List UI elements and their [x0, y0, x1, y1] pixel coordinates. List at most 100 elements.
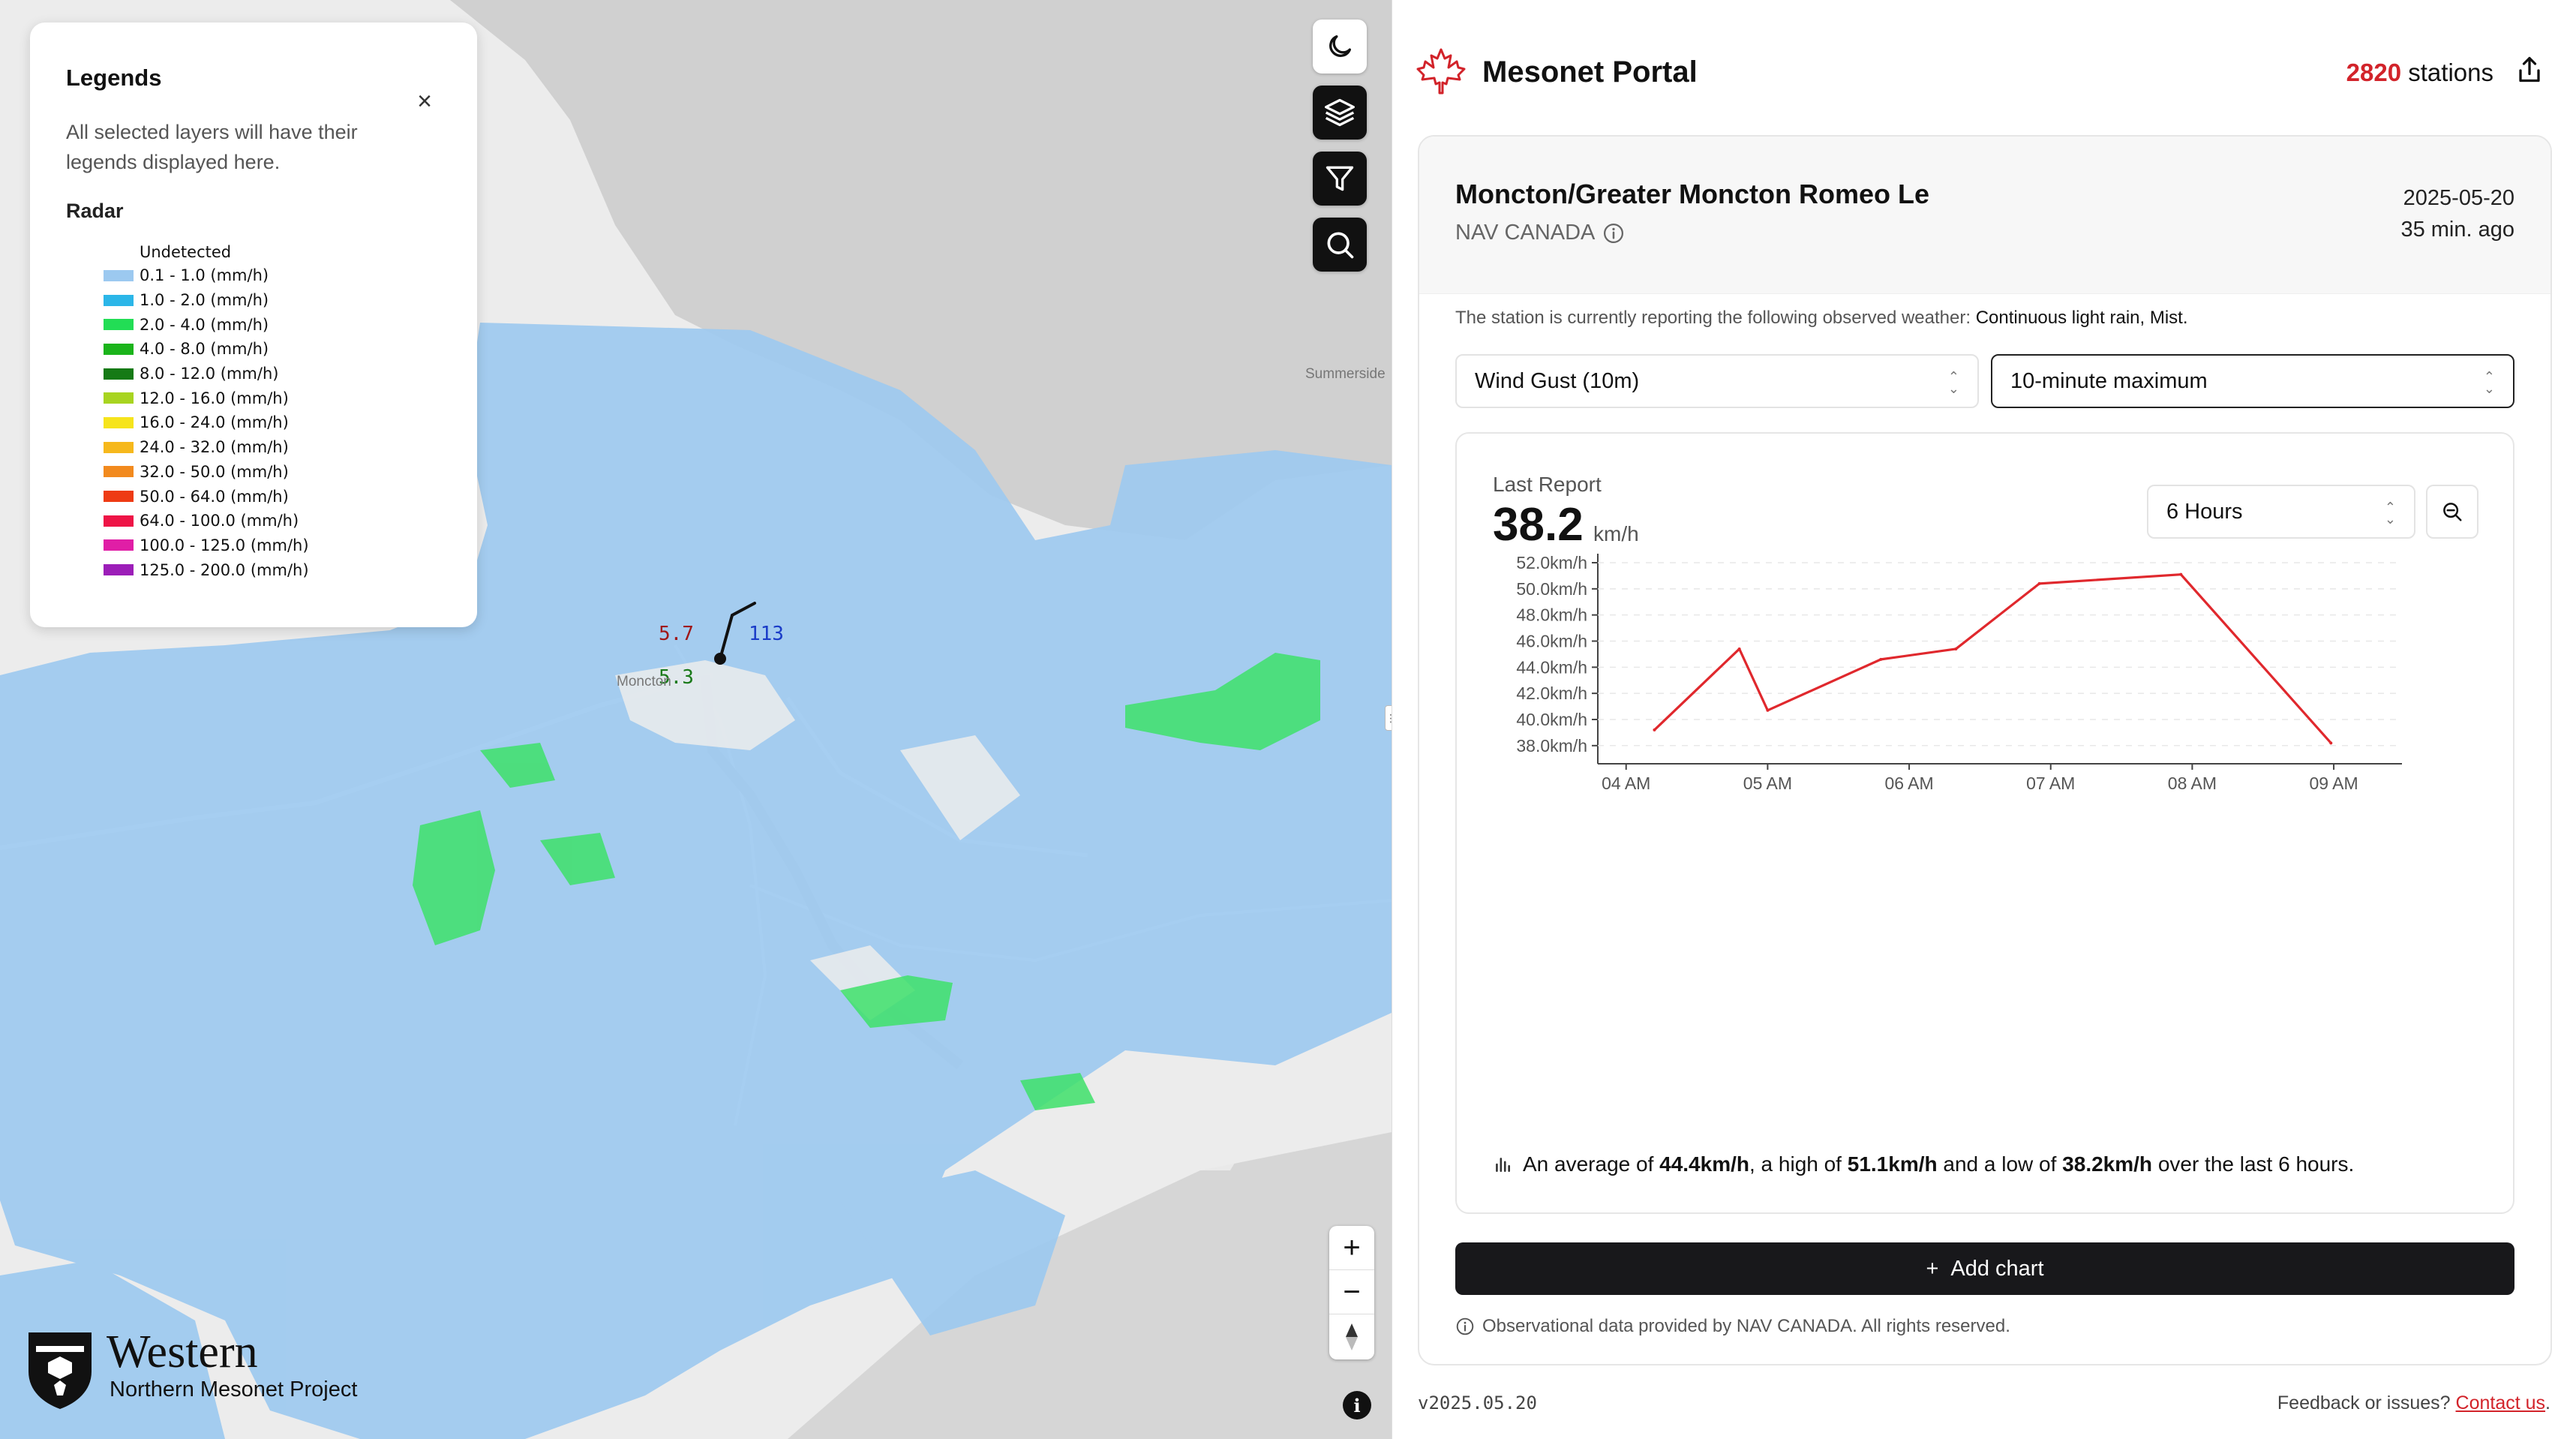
- station-owner-label: NAV CANADA: [1455, 221, 1596, 245]
- station-card-header: Moncton/Greater Moncton Romeo Le NAV CAN…: [1419, 137, 2550, 294]
- station-panel: Mesonet Portal 2820 stations Moncton/Gre…: [1392, 0, 2576, 1439]
- legend-label: 24.0 - 32.0 (mm/h): [140, 438, 289, 457]
- legend-item: 100.0 - 125.0 (mm/h): [104, 533, 441, 558]
- data-point: [2179, 572, 2183, 576]
- station-count: 2820 stations: [2346, 59, 2493, 87]
- data-point: [1766, 708, 1770, 712]
- station-dewpoint: 5.3: [659, 666, 694, 689]
- chart-zoom-button[interactable]: [2426, 485, 2478, 539]
- aggregation-select[interactable]: 10-minute maximum ⌃ ⌄: [1991, 354, 2514, 408]
- legend-swatch: [104, 491, 134, 503]
- data-point: [1653, 728, 1656, 732]
- app-version: v2025.05.20: [1418, 1392, 1537, 1413]
- summary-low: 38.2km/h: [2062, 1152, 2153, 1176]
- search-button[interactable]: [1313, 218, 1367, 272]
- info-icon: [1456, 1317, 1474, 1335]
- legend-list: Undetected 0.1 - 1.0 (mm/h) 1.0 - 2.0 (mm…: [66, 241, 441, 582]
- bar-chart-icon: [1496, 1158, 1510, 1172]
- series-line: [1653, 573, 2332, 744]
- zoom-out-icon: [2443, 503, 2462, 521]
- legend-item: 8.0 - 12.0 (mm/h): [104, 362, 441, 386]
- map-info-button[interactable]: i: [1343, 1391, 1371, 1419]
- legend-item: 125.0 - 200.0 (mm/h): [104, 557, 441, 582]
- observed-weather-value: Continuous light rain, Mist.: [1975, 308, 2188, 328]
- legend-label: 2.0 - 4.0 (mm/h): [140, 315, 269, 334]
- chart-card: Last Report 38.2 km/h 6 Hours ⌃ ⌄ 52.0km/…: [1455, 432, 2514, 1214]
- summary-post: over the last 6 hours.: [2157, 1152, 2355, 1176]
- legend-swatch: [104, 294, 134, 306]
- last-report-value: 38.2: [1493, 499, 1584, 551]
- legend-item: 64.0 - 100.0 (mm/h): [104, 509, 441, 533]
- station-count-number: 2820: [2346, 59, 2402, 86]
- x-tick-label: 05 AM: [1743, 774, 1792, 793]
- compass-button[interactable]: [1329, 1314, 1374, 1359]
- dark-mode-button[interactable]: [1313, 20, 1367, 74]
- variable-select[interactable]: Wind Gust (10m) ⌃ ⌄: [1455, 354, 1979, 408]
- observation-date: 2025-05-20: [2403, 186, 2514, 210]
- legend-label: 16.0 - 24.0 (mm/h): [140, 413, 289, 432]
- aggregation-select-value: 10-minute maximum: [2010, 368, 2208, 393]
- legend-swatch: [104, 441, 134, 453]
- summary-high: 51.1km/h: [1847, 1152, 1938, 1176]
- legend-item: 16.0 - 24.0 (mm/h): [104, 410, 441, 435]
- western-name: Western: [107, 1326, 258, 1377]
- info-icon[interactable]: [1602, 222, 1625, 245]
- legend-swatch: [104, 343, 134, 355]
- feedback-text: Feedback or issues?: [2277, 1392, 2451, 1413]
- legend-swatch: [104, 539, 134, 551]
- y-tick-label: 46.0km/h: [1516, 631, 1587, 650]
- layers-button[interactable]: [1313, 86, 1367, 140]
- legend-label: 50.0 - 64.0 (mm/h): [140, 487, 289, 506]
- legend-swatch: [104, 392, 134, 404]
- western-logo: Western Northern Mesonet Project: [26, 1329, 357, 1412]
- maple-leaf-icon: [1416, 48, 1466, 95]
- feedback-line: Feedback or issues? Contact us.: [2277, 1392, 2550, 1414]
- legend-item: 4.0 - 8.0 (mm/h): [104, 337, 441, 362]
- close-icon[interactable]: ×: [417, 87, 432, 116]
- legend-item: 32.0 - 50.0 (mm/h): [104, 460, 441, 485]
- y-tick-label: 44.0km/h: [1516, 657, 1587, 677]
- legend-swatch: [104, 319, 134, 331]
- y-tick-label: 40.0km/h: [1516, 710, 1587, 729]
- time-range-select[interactable]: 6 Hours ⌃ ⌄: [2147, 485, 2415, 539]
- x-tick-label: 04 AM: [1602, 774, 1650, 793]
- station-marker[interactable]: [705, 600, 765, 668]
- filter-button[interactable]: [1313, 152, 1367, 206]
- data-point: [2329, 741, 2333, 745]
- legend-swatch: [104, 466, 134, 478]
- variable-select-value: Wind Gust (10m): [1475, 368, 1640, 393]
- y-tick-label: 52.0km/h: [1516, 554, 1587, 572]
- map-view[interactable]: Legends × All selected layers will have …: [0, 0, 1392, 1439]
- legend-item: 0.1 - 1.0 (mm/h): [104, 263, 441, 288]
- zoom-in-button[interactable]: +: [1329, 1226, 1374, 1270]
- time-range-value: 6 Hours: [2166, 499, 2243, 524]
- legend-label: 12.0 - 16.0 (mm/h): [140, 389, 289, 407]
- attribution-text: Observational data provided by NAV CANAD…: [1482, 1316, 2010, 1336]
- share-icon[interactable]: [2516, 56, 2543, 86]
- data-point: [1879, 657, 1883, 661]
- zoom-out-button[interactable]: −: [1329, 1270, 1374, 1314]
- legend-swatch: [104, 269, 134, 281]
- legend-swatch: [104, 368, 134, 380]
- legend-section-title: Radar: [66, 200, 124, 222]
- station-temperature: 5.7: [659, 623, 694, 645]
- observed-weather: The station is currently reporting the f…: [1455, 308, 2188, 329]
- add-chart-button[interactable]: + Add chart: [1455, 1242, 2514, 1295]
- legend-item: 12.0 - 16.0 (mm/h): [104, 386, 441, 410]
- legend-swatch: [104, 416, 134, 428]
- chevron-updown-icon: ⌃ ⌄: [2483, 369, 2495, 396]
- data-point: [1954, 647, 1958, 650]
- contact-link[interactable]: Contact us: [2455, 1392, 2546, 1413]
- chevron-updown-icon: ⌃ ⌄: [2384, 500, 2396, 527]
- y-tick-label: 48.0km/h: [1516, 605, 1587, 625]
- data-attribution: Observational data provided by NAV CANAD…: [1455, 1316, 2010, 1337]
- station-card: Moncton/Greater Moncton Romeo Le NAV CAN…: [1418, 135, 2552, 1365]
- app-header: Mesonet Portal 2820 stations: [1392, 0, 2576, 135]
- y-tick-label: 42.0km/h: [1516, 683, 1587, 703]
- observed-weather-prefix: The station is currently reporting the f…: [1455, 308, 1971, 328]
- town-label-moncton: Moncton: [617, 674, 671, 689]
- line-chart[interactable]: 52.0km/h 50.0km/h 48.0km/h 46.0km/h 44.0km/h…: [1457, 554, 2514, 794]
- legend-header: Undetected: [140, 243, 232, 261]
- plus-icon: +: [1926, 1256, 1939, 1281]
- western-crest-icon: [29, 1332, 92, 1409]
